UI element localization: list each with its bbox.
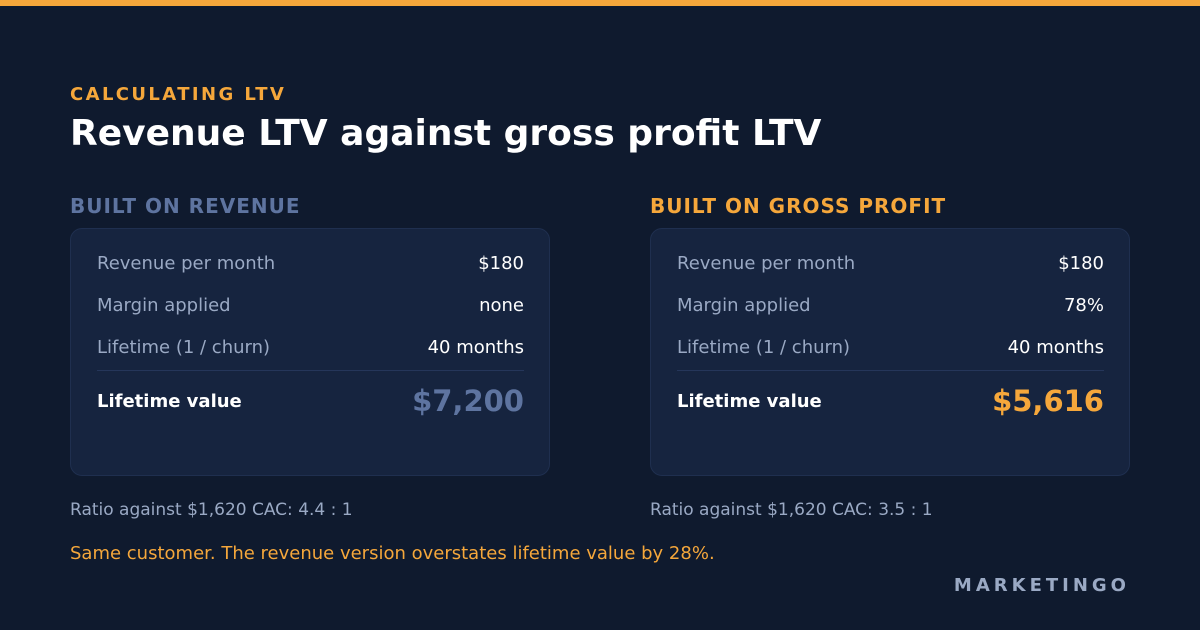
metric-value: $180 <box>1058 252 1104 274</box>
metric-label: Revenue per month <box>97 252 276 274</box>
metric-row: Lifetime (1 / churn) 40 months <box>677 335 1104 359</box>
summary-footnote: Same customer. The revenue version overs… <box>70 543 715 564</box>
metric-row: Lifetime (1 / churn) 40 months <box>97 335 524 359</box>
ltv-total-row: Lifetime value $7,200 <box>97 381 524 421</box>
ltv-label: Lifetime value <box>677 390 822 412</box>
metric-row: Margin applied 78% <box>677 293 1104 317</box>
metric-label: Lifetime (1 / churn) <box>677 336 851 358</box>
metric-value: 78% <box>1063 294 1104 316</box>
accent-top-bar <box>0 0 1200 6</box>
cac-ratio-text: Ratio against $1,620 CAC: 4.4 : 1 <box>70 500 353 520</box>
column-heading: BUILT ON GROSS PROFIT <box>650 194 947 218</box>
metric-label: Margin applied <box>97 294 231 316</box>
metric-label: Margin applied <box>677 294 811 316</box>
metric-value: none <box>479 294 524 316</box>
metric-row: Revenue per month $180 <box>677 251 1104 275</box>
ltv-value: $5,616 <box>992 384 1104 418</box>
ltv-label: Lifetime value <box>97 390 242 412</box>
gross-profit-ltv-card: Revenue per month $180 Margin applied 78… <box>650 228 1130 476</box>
revenue-ltv-card: Revenue per month $180 Margin applied no… <box>70 228 550 476</box>
metric-value: $180 <box>478 252 524 274</box>
eyebrow-label: CALCULATING LTV <box>70 84 287 105</box>
brand-wordmark: MARKETINGO <box>953 575 1130 596</box>
column-heading: BUILT ON REVENUE <box>70 194 301 218</box>
divider <box>97 370 524 371</box>
cac-ratio-text: Ratio against $1,620 CAC: 3.5 : 1 <box>650 500 933 520</box>
divider <box>677 370 1104 371</box>
metric-label: Lifetime (1 / churn) <box>97 336 271 358</box>
metric-row: Margin applied none <box>97 293 524 317</box>
ltv-total-row: Lifetime value $5,616 <box>677 381 1104 421</box>
metric-value: 40 months <box>427 336 524 358</box>
metric-label: Revenue per month <box>677 252 856 274</box>
ltv-value: $7,200 <box>412 384 524 418</box>
metric-value: 40 months <box>1007 336 1104 358</box>
metric-row: Revenue per month $180 <box>97 251 524 275</box>
page-title: Revenue LTV against gross profit LTV <box>70 113 822 154</box>
